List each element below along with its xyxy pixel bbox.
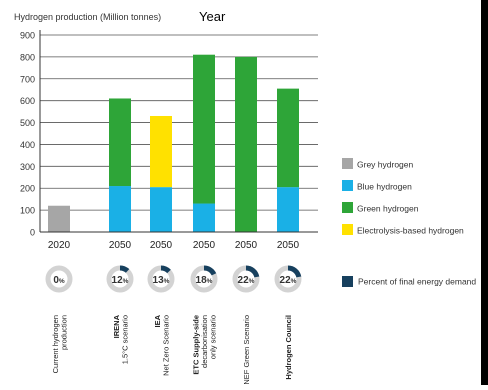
scenario-label: Current hydrogenproduction [51,315,69,373]
bar-green-hydrogen-4 [235,56,257,233]
bar-blue-hydrogen-5 [277,187,299,232]
donut-value-label: 22% [280,275,297,286]
svg-text:IEANet Zero Scenario: IEANet Zero Scenario [153,314,171,375]
bar-green-hydrogen-1 [109,98,131,187]
legend-label-share: Percent of final energy demand [358,277,476,287]
x-tick-label: 2020 [48,240,71,251]
donut-value-label: 13% [153,275,170,286]
svg-text:Current hydrogenproduction: Current hydrogenproduction [51,315,69,373]
svg-text:ETC Supply-sidedecarbonisation: ETC Supply-sidedecarbonisationonly scena… [192,315,218,375]
y-tick-label: 200 [20,184,35,194]
legend-label: Blue hydrogen [357,182,412,192]
donut-share-arc [288,265,302,278]
scenario-label: IEANet Zero Scenario [153,314,171,375]
chart-overlay-label: Year [199,9,226,24]
donut-track [45,265,73,293]
donut-share-arc [161,265,171,274]
bar-blue-hydrogen-2 [150,187,172,232]
donut-value-label: 18% [196,275,213,286]
bar-blue-hydrogen-3 [193,203,215,232]
right-edge-border [481,0,488,385]
donut-share-arc [204,265,217,276]
donut-value-label: 12% [112,275,129,286]
svg-text:Hydrogen Council: Hydrogen Council [284,315,293,380]
bar-green-hydrogen-5 [277,88,299,188]
donut-share-arc [120,265,130,273]
y-tick-label: 400 [20,140,35,150]
y-tick-label: 800 [20,52,35,62]
bar-green-hydrogen-3 [193,54,215,204]
legend-label: Green hydrogen [357,204,419,214]
svg-text:BNEF Green Scenario: BNEF Green Scenario [242,315,251,385]
legend-swatch [342,158,353,169]
scenario-label: Hydrogen Council [284,315,293,380]
x-tick-label: 2050 [277,240,300,251]
legend-swatch [342,180,353,191]
chart-title: Hydrogen production (Million tonnes) [14,12,161,22]
legend-swatch [342,202,353,213]
scenario-label: IRENA1.5°C scenario [112,314,130,364]
x-tick-label: 2050 [193,240,216,251]
y-tick-label: 100 [20,206,35,216]
bar-blue-hydrogen-1 [109,186,131,232]
x-tick-label: 2050 [235,240,258,251]
donut-share-arc [246,265,260,278]
svg-text:IRENA1.5°C scenario: IRENA1.5°C scenario [112,314,130,364]
y-tick-label: 300 [20,162,35,172]
bar-electrolysis-based-hydrogen-2 [150,115,172,188]
y-tick-label: 900 [20,31,35,41]
scenario-label: BNEF Green Scenario [242,315,251,390]
x-tick-label: 2050 [109,240,132,251]
bar-grey-hydrogen-0 [48,205,70,232]
donut-value-label: 22% [238,275,255,286]
y-tick-label: 500 [20,118,35,128]
legend-swatch [342,224,353,235]
x-tick-label: 2050 [150,240,173,251]
legend-label: Grey hydrogen [357,160,413,170]
y-tick-label: 600 [20,96,35,106]
y-tick-label: 0 [30,228,35,238]
donut-value-label: 0% [53,275,65,286]
legend-label: Electrolysis-based hydrogen [357,226,464,236]
scenario-label: ETC Supply-sidedecarbonisationonly scena… [192,315,218,375]
y-tick-label: 700 [20,74,35,84]
legend-swatch-share [342,276,353,287]
